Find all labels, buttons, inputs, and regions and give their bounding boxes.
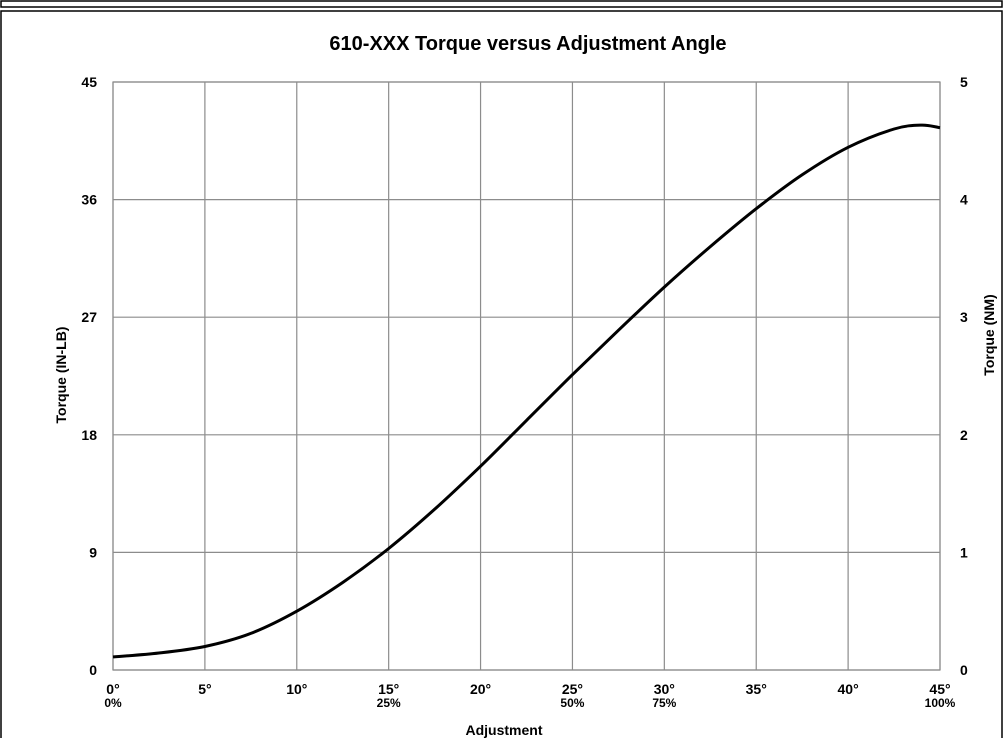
x-tick-percent-label: 75%	[652, 696, 676, 710]
y2-axis-label: Torque (NM)	[981, 294, 997, 375]
x-tick-label: 0°	[106, 681, 119, 697]
plot-area-border	[112, 81, 941, 671]
y-axis-ticks: 0 9 18 27 36 45	[81, 74, 97, 678]
y2-tick-label: 1	[960, 544, 968, 560]
y2-axis-ticks: 0 1 2 3 4 5	[960, 74, 968, 678]
chart-frame	[0, 10, 1003, 742]
x-tick-label: 10°	[286, 681, 307, 697]
torque-curve	[112, 123, 941, 659]
y-tick-label: 18	[81, 427, 97, 443]
x-tick-percent-label: 50%	[560, 696, 584, 710]
x-tick-label: 25°	[562, 681, 583, 697]
y-tick-label: 36	[81, 192, 97, 208]
x-tick-label: 35°	[746, 681, 767, 697]
y-tick-label: 0	[89, 662, 97, 678]
x-tick-label: 5°	[198, 681, 211, 697]
y-tick-label: 9	[89, 544, 97, 560]
x-axis-label: Adjustment	[466, 722, 543, 738]
x-tick-label: 45°	[929, 681, 950, 697]
chart-title: 610-XXX Torque versus Adjustment Angle	[329, 33, 726, 55]
x-tick-percent-label: 100%	[925, 696, 956, 710]
y2-tick-label: 4	[960, 192, 968, 208]
y2-tick-label: 2	[960, 427, 968, 443]
y2-tick-label: 3	[960, 309, 968, 325]
y2-tick-label: 5	[960, 74, 968, 90]
y-axis-label: Torque (IN-LB)	[53, 327, 69, 424]
top-border-strip	[0, 0, 1003, 8]
y-tick-label: 45	[81, 74, 97, 90]
x-tick-percent-label: 0%	[104, 696, 122, 710]
x-axis-ticks: 0°0% 5° 10° 15°25% 20° 25°50% 30°75% 35° 40° 45°1…	[104, 681, 955, 710]
x-tick-label: 20°	[470, 681, 491, 697]
x-tick-label: 30°	[654, 681, 675, 697]
y2-tick-label: 0	[960, 662, 968, 678]
x-tick-label: 40°	[838, 681, 859, 697]
x-tick-percent-label: 25%	[377, 696, 401, 710]
y-tick-label: 27	[81, 309, 97, 325]
x-tick-label: 15°	[378, 681, 399, 697]
